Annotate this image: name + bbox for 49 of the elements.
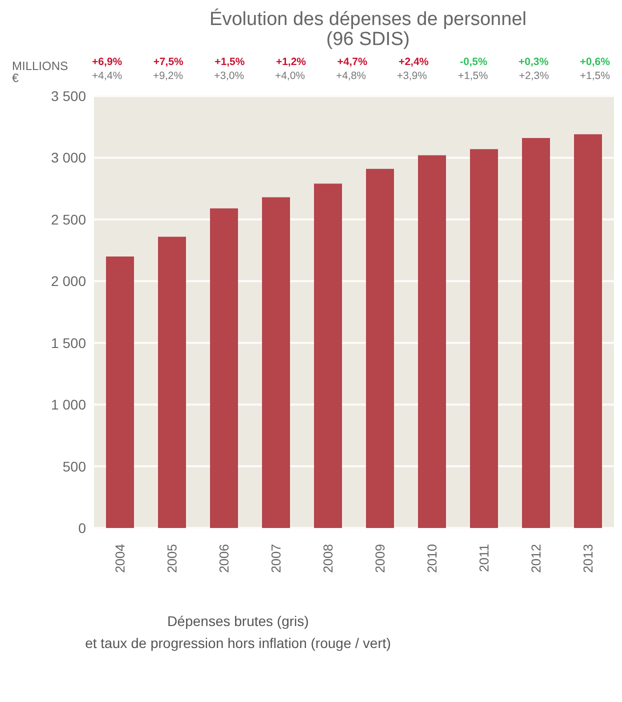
text: +2,4% — [398, 56, 429, 68]
text: +0,3% — [518, 56, 549, 68]
x-tick-label: 2012 — [528, 544, 544, 573]
x-tick-label: 2011 — [476, 544, 492, 572]
y-tick-label: 1 000 — [50, 396, 86, 413]
x-tick-label: 2010 — [424, 544, 440, 573]
text: +4,4% — [92, 70, 122, 82]
text: +1,5% — [214, 56, 245, 68]
y-tick-label: 3 500 — [50, 88, 86, 104]
x-axis-title: Dépenses brutes (gris) et taux de progression hors inflation (rouge / vert) — [84, 612, 392, 653]
bar — [210, 208, 238, 528]
text: +2,3% — [518, 70, 549, 82]
x-tick-label: 2004 — [112, 544, 128, 573]
bar — [418, 155, 446, 528]
text: +1,5% — [580, 70, 610, 82]
y-tick-label: 2 500 — [50, 211, 86, 228]
text: +3,0% — [214, 70, 244, 82]
bar — [314, 184, 342, 528]
x-tick-label: 2005 — [164, 544, 180, 573]
y-tick-label: 0 — [78, 520, 86, 536]
text: -0,5% — [460, 56, 488, 68]
text: +1,2% — [276, 56, 306, 68]
x-tick-label: 2007 — [268, 544, 284, 573]
bar — [158, 236, 186, 528]
x-tick-label: 2008 — [320, 544, 336, 573]
text: +6,9% — [92, 56, 122, 68]
x-tick-label: 2009 — [372, 544, 388, 573]
text: +7,5% — [153, 56, 184, 68]
y-tick-label: 1 500 — [50, 334, 86, 351]
chart-title: Évolution des dépenses de personnel (96 SDIS) — [208, 8, 528, 50]
y-tick-label: 3 000 — [50, 150, 86, 166]
text: +4,7% — [337, 56, 368, 68]
text: +4,0% — [274, 70, 306, 82]
text: +3,9% — [396, 70, 427, 82]
text: +1,5% — [458, 70, 488, 82]
text: +4,8% — [336, 70, 366, 82]
bar — [574, 134, 602, 528]
x-tick-label: 2013 — [580, 544, 596, 573]
bar — [470, 149, 498, 528]
text: +0,6% — [580, 56, 610, 68]
bar — [522, 138, 550, 528]
y-tick-label: 2 000 — [50, 273, 86, 290]
text: +9,2% — [152, 70, 184, 82]
y-axis-title: MILLIONS € — [12, 59, 70, 85]
bar — [262, 197, 290, 528]
y-tick-label: 500 — [62, 458, 86, 474]
bar — [106, 256, 134, 528]
bar — [366, 168, 394, 528]
x-tick-label: 2006 — [216, 544, 232, 573]
